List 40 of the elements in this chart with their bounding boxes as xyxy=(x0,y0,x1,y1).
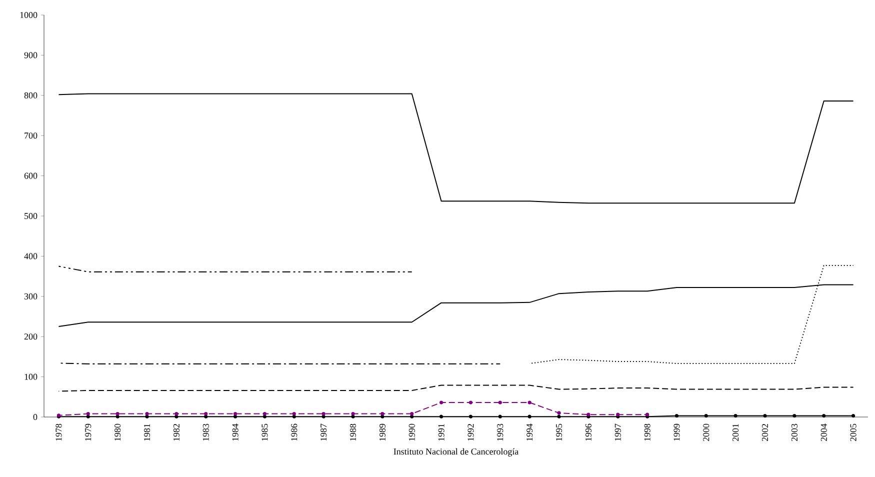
y-tick-label: 800 xyxy=(24,92,38,98)
x-tick-label: 2005 xyxy=(850,424,856,442)
x-tick-label: 2002 xyxy=(762,424,768,442)
x-tick-label: 1981 xyxy=(144,424,150,441)
y-tick-label: 400 xyxy=(24,253,38,260)
x-tick-label: 1982 xyxy=(173,424,180,441)
x-tick-label: 1996 xyxy=(585,424,592,441)
y-tick-label: 500 xyxy=(24,212,38,220)
x-tick-label: 1990 xyxy=(408,424,415,441)
x-tick-label: 1999 xyxy=(674,424,680,441)
y-tick-label: 100 xyxy=(24,374,38,380)
x-tick-label: 1979 xyxy=(85,424,92,441)
y-tick-label: 900 xyxy=(24,52,38,58)
x-tick-label: 1995 xyxy=(556,424,562,441)
y-tick-label: 0 xyxy=(33,414,38,420)
x-tick-label: 1986 xyxy=(291,424,298,441)
x-tick-label: 1989 xyxy=(379,424,386,441)
x-tick-label: 1983 xyxy=(202,424,209,441)
x-tick-label: 2004 xyxy=(820,424,827,442)
x-tick-label: 1984 xyxy=(232,424,238,441)
y-tick-label: 600 xyxy=(24,172,38,179)
x-tick-label: 1988 xyxy=(350,424,356,441)
y-tick-label: 1000 xyxy=(20,12,38,18)
x-axis-title: Instituto Nacional de Cancerología xyxy=(394,448,519,456)
y-tick-label: 300 xyxy=(24,293,38,300)
x-tick-label: 1994 xyxy=(526,424,533,441)
x-tick-label: 1987 xyxy=(320,424,327,441)
x-tick-label: 2000 xyxy=(703,424,710,442)
x-tick-label: 1980 xyxy=(114,424,121,441)
x-tick-label: 1985 xyxy=(262,424,268,441)
y-tick-label: 700 xyxy=(24,132,38,139)
x-tick-label: 2001 xyxy=(732,424,739,442)
x-tick-label: 1978 xyxy=(56,424,62,441)
x-tick-label: 1993 xyxy=(497,424,504,441)
x-tick-label: 1998 xyxy=(644,424,650,441)
x-tick-label: 2003 xyxy=(791,424,798,442)
x-tick-label: 1992 xyxy=(468,424,474,441)
x-tick-label: 1997 xyxy=(614,424,621,441)
x-tick-label: 1991 xyxy=(438,424,444,441)
y-tick-label: 200 xyxy=(24,334,38,340)
